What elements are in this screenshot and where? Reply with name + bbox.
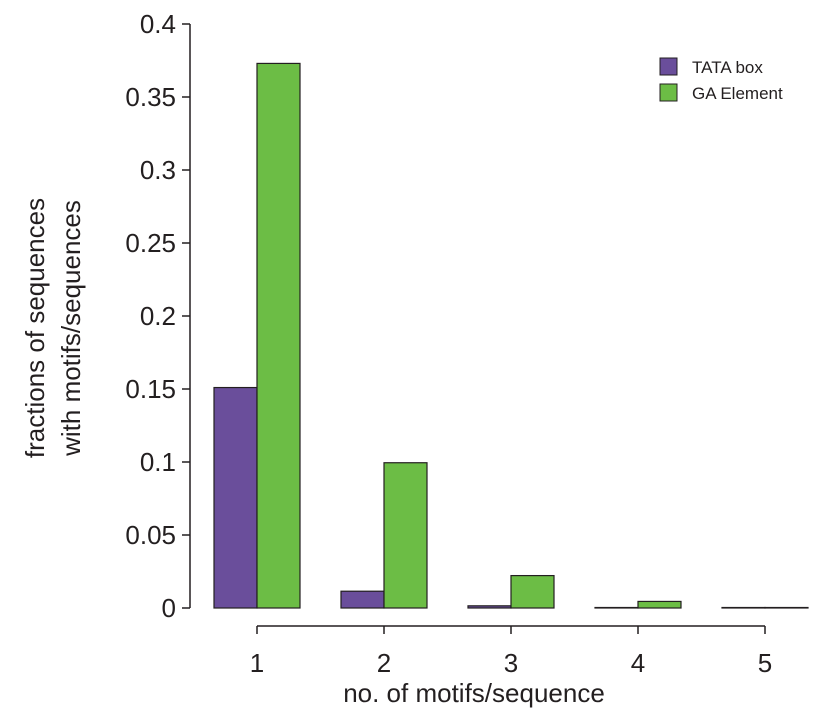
- bar-tata-box-3: [467, 605, 512, 609]
- x-axis-label: no. of motifs/sequence: [343, 678, 605, 708]
- y-tick-label: 0.3: [140, 155, 176, 185]
- x-tick-label: 5: [758, 648, 772, 678]
- bar-tata-box-1: [213, 386, 258, 609]
- bar-ga-element-5: [764, 606, 809, 609]
- y-tick-label: 0.15: [125, 374, 176, 404]
- y-axis-label: fractions of sequences with motifs/seque…: [20, 198, 86, 458]
- legend-label-ga-element: GA Element: [692, 84, 783, 103]
- legend-swatch-tata-box: [659, 57, 678, 76]
- legend-swatch-ga-element: [659, 83, 678, 102]
- bars: [213, 62, 809, 609]
- y-tick-label: 0.35: [125, 82, 176, 112]
- y-axis-label-line-2: with motifs/sequences: [56, 200, 86, 457]
- x-axis: 1 2 3 4 5: [250, 625, 772, 678]
- y-tick-label: 0.1: [140, 447, 176, 477]
- y-tick-label: 0.05: [125, 520, 176, 550]
- bar-ga-element-1: [256, 62, 301, 609]
- legend-label-tata-box: TATA box: [692, 58, 763, 77]
- y-axis: 0 0.05 0.1 0.15 0.2 0.25 0.3 0.35 0.4: [125, 9, 191, 623]
- y-tick-label: 0.4: [140, 9, 176, 39]
- bar-ga-element-2: [383, 462, 428, 609]
- y-axis-label-line-1: fractions of sequences: [20, 198, 50, 458]
- bar-ga-element-3: [510, 574, 555, 609]
- x-tick-label: 2: [377, 648, 391, 678]
- legend: TATA box GA Element: [659, 57, 783, 103]
- y-tick-label: 0: [162, 593, 176, 623]
- x-tick-label: 3: [504, 648, 518, 678]
- y-tick-label: 0.2: [140, 301, 176, 331]
- bar-ga-element-4: [637, 600, 682, 609]
- x-tick-label: 1: [250, 648, 264, 678]
- bar-tata-box-2: [340, 590, 385, 609]
- x-tick-label: 4: [631, 648, 645, 678]
- y-tick-label: 0.25: [125, 228, 176, 258]
- bar-tata-box-4: [594, 606, 639, 609]
- bar-tata-box-5: [721, 606, 766, 609]
